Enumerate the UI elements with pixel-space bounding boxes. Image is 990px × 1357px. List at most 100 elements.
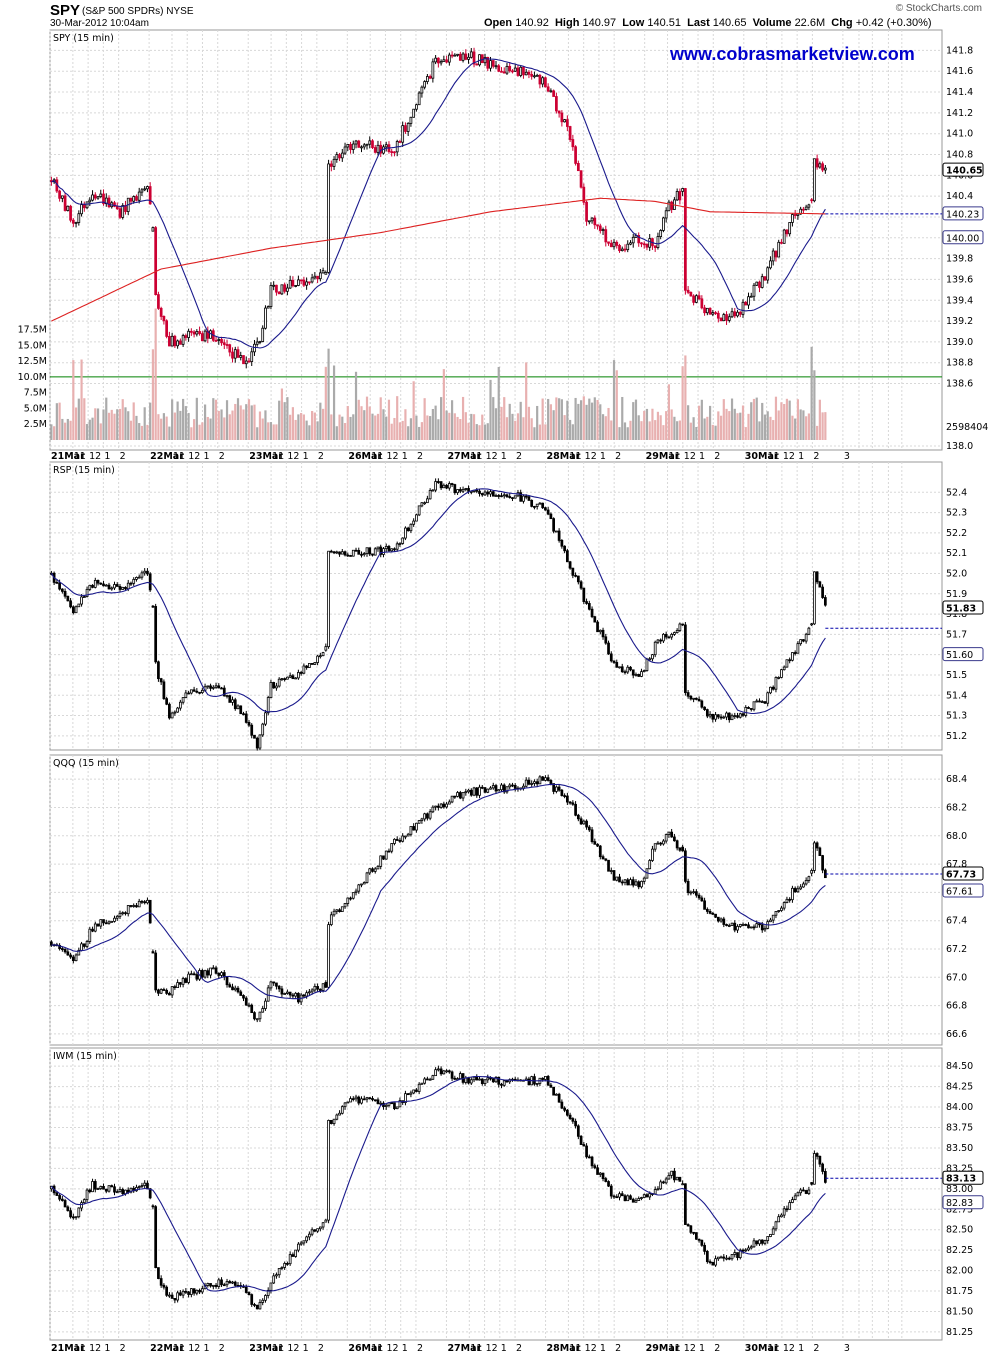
volume-bar [379, 397, 382, 440]
candle-body [318, 655, 322, 658]
candle-body [104, 922, 108, 925]
candle-body [121, 1189, 125, 1195]
candle-body [398, 543, 402, 545]
volume-bar [703, 418, 706, 440]
candle-body [368, 140, 372, 145]
candle-body [277, 291, 281, 295]
candle-body [642, 243, 646, 246]
candle-body [211, 686, 215, 689]
candle-body [329, 914, 333, 925]
candle-body [716, 714, 720, 718]
candle-body [393, 1102, 396, 1110]
candle-body [700, 1239, 704, 1246]
candle-body [527, 779, 531, 785]
candle-body [151, 227, 155, 232]
candle-body [552, 518, 555, 532]
candle-body [716, 916, 720, 922]
candle-body [316, 986, 319, 990]
candle-body [546, 509, 550, 515]
candle-body [760, 276, 764, 288]
volume-bar [283, 402, 286, 440]
candle-body [247, 721, 251, 726]
candle-body [299, 1242, 303, 1245]
candle-body [579, 581, 583, 589]
candle-body [598, 845, 602, 858]
candle-body [642, 1194, 646, 1198]
volume-bar [58, 402, 61, 440]
candle-body [565, 119, 569, 127]
y-tick-label: 138.6 [946, 379, 973, 390]
candle-body [810, 870, 813, 874]
candle-body [137, 576, 141, 579]
panel-iwm: 84.5084.2584.0083.7583.5083.2583.0082.75… [49, 1047, 984, 1341]
candle-body [217, 339, 221, 341]
candle-body [55, 581, 59, 584]
candle-body [774, 911, 778, 916]
volume-bar [85, 424, 89, 440]
candle-body [541, 1077, 545, 1080]
candle-body [305, 281, 308, 286]
candle-body [593, 1165, 597, 1169]
candle-body [338, 1112, 341, 1116]
candle-body [91, 928, 94, 932]
y-tick-label: 138.8 [946, 358, 973, 369]
time-axis-label: 12 [486, 1343, 498, 1354]
volume-bar [234, 403, 237, 440]
candle-body [360, 1098, 363, 1104]
candle-body [132, 905, 136, 907]
volume-bar [722, 399, 725, 440]
candle-body [286, 991, 289, 994]
volume-bar [182, 398, 185, 440]
candle-body [662, 633, 665, 642]
candle-body [483, 1079, 487, 1085]
time-axis-label: 2 [417, 1343, 423, 1354]
candle-body [549, 1084, 553, 1088]
volume-bar [99, 423, 102, 440]
candle-body [637, 674, 641, 677]
moving-average-short [50, 1075, 826, 1292]
candle-body [244, 1286, 248, 1293]
volume-bar [530, 418, 533, 440]
time-axis-label: 23Mar [249, 1343, 283, 1354]
y-tick-label: 67.4 [946, 916, 967, 927]
candle-body [357, 140, 361, 148]
candle-body [505, 1080, 509, 1083]
candle-body [277, 985, 281, 990]
candle-body [431, 806, 435, 813]
candle-body [393, 151, 396, 154]
candle-body [206, 970, 210, 976]
candle-body [222, 1284, 226, 1287]
volume-bar [763, 414, 767, 440]
candle-body [511, 497, 514, 500]
candle-body [813, 842, 816, 871]
candle-body [74, 1216, 78, 1219]
candle-body [404, 835, 407, 838]
candle-body [189, 330, 193, 333]
candle-body [121, 205, 125, 218]
candle-body [302, 1240, 306, 1244]
candle-body [93, 194, 97, 199]
candle-body [500, 495, 503, 498]
candle-body [113, 202, 116, 207]
candle-body [579, 818, 583, 825]
moving-average-short [51, 783, 826, 1000]
candle-body [214, 1284, 218, 1287]
candle-body [486, 788, 490, 793]
candle-body [275, 284, 278, 293]
candle-body [596, 224, 599, 227]
candle-body [154, 606, 158, 663]
volume-bar [522, 417, 525, 440]
candle-body [143, 1182, 147, 1186]
candle-body [719, 716, 723, 719]
volume-bar [332, 365, 336, 440]
volume-tick-label: 12.5M [18, 356, 47, 367]
volume-bar [681, 366, 684, 440]
candle-body [527, 71, 531, 75]
candle-body [612, 1195, 616, 1198]
stockcharts-credit[interactable]: © StockCharts.com [895, 3, 982, 14]
candle-body [371, 553, 374, 556]
volume-bar [599, 404, 602, 440]
candle-body [758, 923, 761, 926]
candle-body [568, 801, 572, 804]
candle-body [760, 924, 764, 931]
